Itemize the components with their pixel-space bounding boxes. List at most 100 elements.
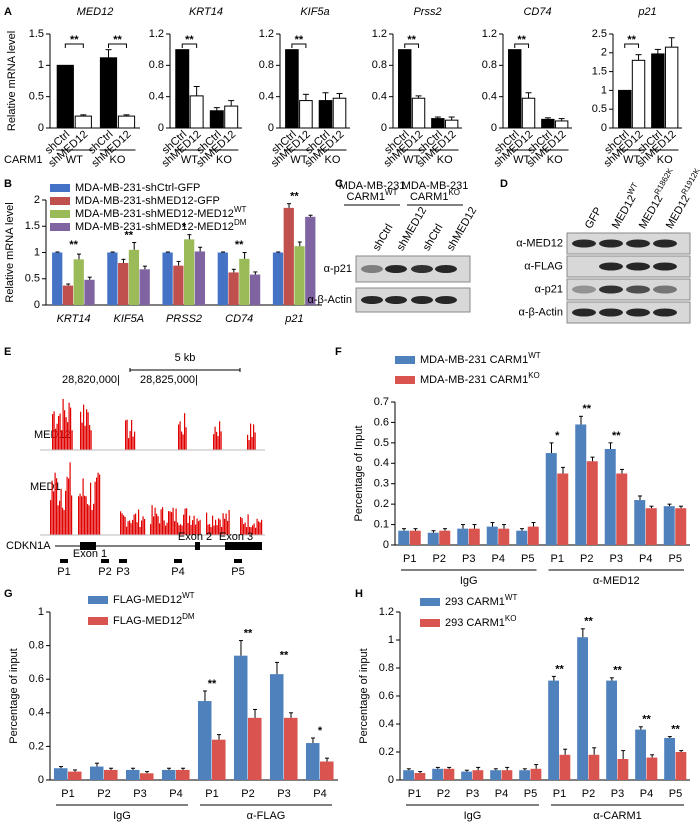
- bar: [486, 526, 498, 545]
- bar: [184, 239, 195, 305]
- panel-label: F: [335, 346, 342, 358]
- group-label: KO: [437, 154, 453, 166]
- bar: [249, 274, 261, 305]
- y-tick-label: 0: [491, 122, 497, 134]
- signal-peak: [142, 516, 144, 535]
- signal-peak: [153, 516, 155, 535]
- blot-band: [572, 239, 596, 248]
- bar: [519, 770, 530, 780]
- signal-peak: [198, 521, 200, 535]
- blot-band: [435, 265, 457, 273]
- signal-peak: [125, 420, 127, 450]
- blot-band: [385, 296, 407, 304]
- bar: [53, 768, 68, 780]
- bar: [117, 115, 136, 129]
- y-tick-label: 0.5: [29, 91, 44, 103]
- signal-peak: [71, 430, 73, 450]
- signal-peak: [78, 496, 80, 535]
- gene-label: CDKN1A: [6, 540, 51, 552]
- blot-band: [572, 285, 596, 294]
- group-label: WT: [513, 154, 530, 166]
- bar: [403, 770, 414, 780]
- signal-peak: [151, 505, 153, 535]
- bar: [675, 508, 687, 545]
- exon: [195, 542, 200, 550]
- blot-band: [626, 308, 650, 317]
- signal-peak: [120, 511, 122, 535]
- signal-peak: [68, 478, 70, 535]
- legend-label-part: MDA-MB-231-shMED12-GFP: [75, 195, 220, 207]
- y-tick-label: 0.2: [379, 746, 394, 758]
- significance-label: *: [555, 430, 560, 442]
- y-tick-label: 1: [601, 84, 607, 96]
- signal-peak: [64, 410, 66, 450]
- bar: [444, 119, 459, 129]
- signal-peak: [53, 491, 55, 535]
- bar: [84, 279, 95, 305]
- lane-label-part: R1862K: [652, 166, 675, 196]
- signal-peak: [246, 527, 248, 535]
- legend-swatch: [420, 619, 440, 627]
- group-label: IgG: [113, 810, 131, 822]
- bar: [586, 461, 598, 545]
- signal-peak: [56, 423, 58, 450]
- signal-peak: [218, 518, 220, 535]
- bar: [224, 105, 239, 129]
- y-tick-label: 2: [34, 194, 40, 206]
- bar: [664, 46, 679, 129]
- bar: [431, 118, 445, 129]
- signal-peak: [129, 431, 131, 450]
- bar: [272, 252, 284, 305]
- signal-peak: [62, 507, 64, 535]
- y-tick-label: 0.3: [374, 478, 389, 490]
- signal-peak: [221, 526, 223, 535]
- row-label: α-β-Actin: [308, 294, 352, 306]
- significance-bracket: [404, 43, 420, 48]
- legend-label-part: WT: [528, 351, 541, 360]
- signal-peak: [81, 496, 83, 535]
- group-label: WT: [290, 154, 307, 166]
- bar: [414, 773, 426, 780]
- y-tick-label: 1.2: [379, 606, 394, 618]
- lane-label-part: WT: [625, 181, 639, 196]
- panel-label: A: [4, 6, 12, 18]
- group-label: WT: [181, 154, 198, 166]
- signal-peak: [184, 508, 186, 535]
- signal-peak: [190, 524, 192, 535]
- x-tick-label: P5: [521, 553, 534, 565]
- bar: [139, 269, 150, 305]
- y-tick-label: 1.5: [25, 220, 40, 232]
- bar: [575, 424, 587, 545]
- signal-peak: [224, 518, 226, 535]
- signal-peak: [51, 480, 53, 535]
- signal-peak: [59, 500, 61, 535]
- significance-bracket: [64, 43, 84, 48]
- bar: [140, 773, 154, 780]
- signal-peak: [60, 488, 62, 535]
- panel-label: B: [4, 178, 12, 190]
- y-tick-label: 1: [34, 246, 40, 258]
- x-tick-label: P3: [611, 788, 624, 800]
- signal-peak: [160, 509, 162, 535]
- bar: [332, 97, 347, 129]
- y-tick-label: 1.2: [482, 28, 497, 40]
- signal-peak: [243, 524, 245, 535]
- bar: [501, 770, 513, 780]
- signal-peak: [62, 398, 64, 450]
- bar: [530, 768, 542, 780]
- bar: [284, 717, 298, 780]
- bar: [228, 272, 239, 305]
- chart-title: CD74: [523, 6, 551, 18]
- signal-peak: [217, 436, 219, 450]
- significance-label: **: [555, 663, 564, 675]
- signal-peak: [58, 415, 60, 450]
- y-tick-label: 0: [38, 122, 44, 134]
- x-tick-label: P2: [580, 553, 593, 565]
- signal-peak: [55, 428, 57, 450]
- significance-label: **: [671, 724, 680, 736]
- group-label: KO: [547, 154, 563, 166]
- signal-peak: [97, 472, 99, 535]
- y-tick-label: 0: [268, 122, 274, 134]
- panel-label: G: [4, 588, 13, 600]
- bar: [618, 89, 632, 129]
